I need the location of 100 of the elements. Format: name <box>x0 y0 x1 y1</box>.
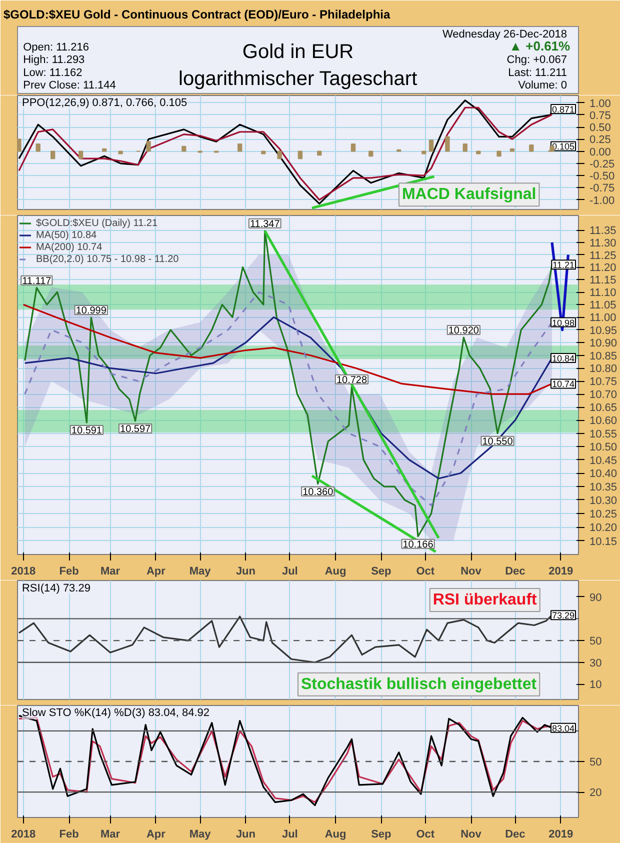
y-tick-label: 10 <box>590 679 602 692</box>
y-tick-label: 10.30 <box>590 494 618 507</box>
y-tick-label: 11.20 <box>590 262 616 274</box>
annotation: 10.166 <box>402 539 434 550</box>
y-tick-label: 10.90 <box>590 338 618 350</box>
x-tick-label: Oct <box>416 566 435 578</box>
text: Prev Close: 11.144 <box>23 79 116 92</box>
y-tick-label: 10.70 <box>590 389 618 402</box>
text: Open: 11.216 <box>23 41 89 54</box>
y-tick-label: -0.75 <box>590 182 615 195</box>
y-tick-label: 0.00 <box>590 146 611 158</box>
annotation: 11.21 <box>552 260 575 270</box>
y-tick-label: 11.05 <box>590 300 616 312</box>
y-tick-label: 50 <box>590 636 602 648</box>
text: ▲ +0.61% <box>509 38 571 54</box>
legend-label: MA(50) 10.84 <box>36 229 97 241</box>
x-tick-label: Feb <box>59 828 80 840</box>
x-tick-label: Aug <box>324 828 346 840</box>
x-tick-label: Jul <box>282 828 298 840</box>
x-tick-label: Dec <box>505 566 526 578</box>
y-tick-label: 0.75 <box>590 110 611 122</box>
y-tick-label: 11.15 <box>590 274 616 287</box>
legend-label: $GOLD:$XEU (Daily) 11.21 <box>36 217 158 229</box>
y-tick-label: 10.60 <box>590 415 618 428</box>
x-tick-label: Mar <box>100 828 121 840</box>
text: Last: 11.211 <box>508 66 568 79</box>
y-tick-label: 10.75 <box>590 376 618 388</box>
annotation: 10.84 <box>552 353 575 364</box>
x-tick-label: May <box>189 828 212 840</box>
x-tick-label: Jun <box>236 828 256 840</box>
x-tick-label: 2018 <box>11 566 36 578</box>
annotation: RSI überkauft <box>432 591 538 608</box>
x-tick-label: Sep <box>371 828 392 840</box>
y-tick-label: -0.25 <box>590 158 615 170</box>
annotation: 10.98 <box>552 318 575 328</box>
x-tick-label: Dec <box>505 828 526 840</box>
annotation: MACD Kaufsignal <box>402 186 536 204</box>
text: Wednesday 26-Dec-2018 <box>442 28 568 41</box>
y-tick-label: 10.85 <box>590 350 618 362</box>
annotation: 10.920 <box>448 326 480 337</box>
x-tick-label: Aug <box>324 566 346 578</box>
y-tick-label: 10.50 <box>590 442 618 454</box>
x-tick-label: Apr <box>146 566 166 578</box>
y-tick-label: 30 <box>590 657 602 670</box>
annotation: PPO(12,26,9) 0.871, 0.766, 0.105 <box>22 97 188 110</box>
text: High: 11.293 <box>23 54 85 66</box>
text: Volume: 0 <box>518 79 568 92</box>
annotation: RSI(14) 73.29 <box>22 582 90 594</box>
y-tick-label: 11.00 <box>590 312 616 324</box>
annotation: 10.550 <box>482 436 514 448</box>
x-tick-label: Sep <box>371 566 392 578</box>
x-tick-label: Apr <box>146 828 166 840</box>
y-tick-label: 10.35 <box>590 482 618 494</box>
annotation: 83.04 <box>552 723 575 734</box>
x-tick-label: Mar <box>100 566 121 578</box>
y-tick-label: 11.25 <box>590 250 616 262</box>
annotation: 10.360 <box>302 486 334 498</box>
y-tick-label: 11.30 <box>590 237 616 250</box>
annotation: 73.29 <box>552 610 575 621</box>
x-tick-label: Nov <box>460 566 482 578</box>
x-tick-label: 2019 <box>548 566 574 578</box>
annotation: 11.117 <box>22 276 52 287</box>
annotation: 10.999 <box>76 305 107 316</box>
x-tick-label: May <box>189 566 212 578</box>
x-tick-label: Oct <box>416 828 435 840</box>
text: Chg: +0.067 <box>506 54 568 66</box>
y-tick-label: 10.65 <box>590 402 618 414</box>
y-tick-label: 20 <box>590 787 602 800</box>
y-tick-label: 90 <box>590 592 602 604</box>
y-tick-label: 10.25 <box>590 508 618 521</box>
y-tick-label: 10.20 <box>590 522 618 534</box>
y-tick-label: -1.00 <box>590 194 615 207</box>
y-tick-label: 10.55 <box>590 428 618 440</box>
annotation: 10.597 <box>120 424 152 435</box>
y-tick-label: 1.00 <box>590 98 611 110</box>
annotation: 10.591 <box>71 426 102 437</box>
annotation: 10.74 <box>552 379 575 390</box>
x-tick-label: Jul <box>282 566 298 578</box>
y-tick-label: 10.40 <box>590 468 618 480</box>
annotation: Slow STO %K(14) %D(3) 83.04, 84.92 <box>22 707 210 720</box>
y-tick-label: 10.45 <box>590 454 618 467</box>
y-tick-label: 10.95 <box>590 324 618 337</box>
x-tick-label: 2019 <box>548 828 574 840</box>
x-tick-label: Feb <box>59 566 80 578</box>
y-tick-label: 0.50 <box>590 122 611 134</box>
y-tick-label: 11.10 <box>590 287 616 300</box>
annotation: 10.728 <box>336 374 368 386</box>
annotation: 0.871 <box>552 104 575 115</box>
text: $GOLD:$XEU Gold - Continuous Contract (EOD)/Euro - Philadelphia <box>4 8 390 22</box>
x-tick-label: 2018 <box>11 828 36 840</box>
x-tick-label: Nov <box>460 828 482 840</box>
chart-title: Gold in EUR <box>242 40 354 63</box>
annotation: Stochastik bullisch eingebettet <box>301 676 538 693</box>
y-tick-label: 10.15 <box>590 536 618 548</box>
x-tick-label: Jun <box>236 566 256 578</box>
annotation: 11.347 <box>250 218 280 230</box>
chart-subtitle: logarithmischer Tageschart <box>178 68 418 90</box>
y-tick-label: 50 <box>590 756 602 768</box>
legend-label: MA(200) 10.74 <box>36 241 102 253</box>
y-tick-label: 11.35 <box>590 225 616 238</box>
